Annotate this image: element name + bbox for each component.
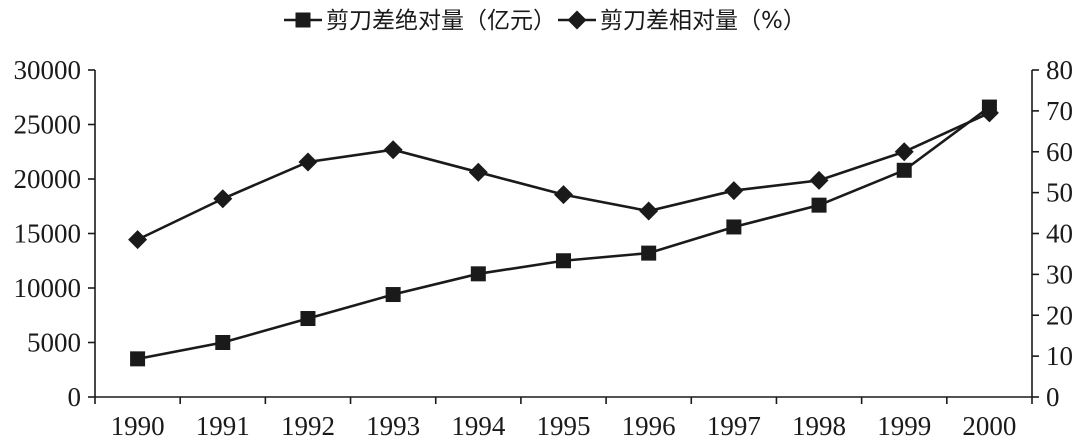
series-1-point [130, 351, 146, 367]
right-tick-label: 70 [1046, 96, 1073, 126]
series-1-point [470, 266, 486, 282]
series-2-point [639, 201, 659, 221]
left-tick-label: 0 [68, 382, 82, 412]
legend-label: 剪刀差绝对量（亿元） [326, 8, 556, 34]
series-2-point [468, 162, 488, 182]
legend-swatch-marker [567, 10, 587, 30]
right-tick-label: 0 [1046, 382, 1060, 412]
right-tick-label: 80 [1046, 55, 1073, 85]
right-tick-label: 40 [1046, 219, 1073, 249]
x-tick-label: 1997 [707, 411, 761, 441]
x-tick-label: 1990 [111, 411, 165, 441]
left-tick-label: 5000 [27, 328, 81, 358]
axes [94, 70, 1033, 398]
x-tick-label: 1995 [537, 411, 591, 441]
left-tick-label: 10000 [14, 273, 82, 303]
left-tick-label: 30000 [14, 55, 82, 85]
legend-item: 剪刀差绝对量（亿元） [284, 8, 556, 34]
right-tick-label: 10 [1046, 341, 1073, 371]
series-1-point [726, 219, 742, 235]
legend-swatch-marker [295, 12, 311, 28]
series-2-point [894, 142, 914, 162]
legend: 剪刀差绝对量（亿元） 剪刀差相对量（%） [284, 8, 806, 34]
series-2-point [979, 103, 999, 123]
series-layer [128, 99, 999, 367]
left-tick-label: 20000 [14, 164, 82, 194]
series-1-point [556, 253, 571, 269]
series-2-point [554, 185, 573, 205]
series-2-point [213, 189, 233, 209]
right-tick-label: 50 [1046, 178, 1073, 208]
series-1-point [300, 311, 316, 327]
legend-item: 剪刀差相对量（%） [558, 8, 806, 34]
x-tick-label: 1994 [451, 411, 506, 441]
left-axis-ticks: 0 5000 10000 15000 20000 25000 30000 [14, 55, 95, 412]
series-1-point [896, 162, 912, 178]
series-2 [128, 103, 999, 250]
series-2-point [128, 230, 148, 250]
series-2-point [383, 140, 403, 160]
series-1-point [811, 197, 827, 213]
legend-label: 剪刀差相对量（%） [600, 8, 806, 34]
series-1 [130, 99, 997, 367]
x-tick-label: 1991 [196, 411, 250, 441]
right-tick-label: 20 [1046, 300, 1073, 330]
right-tick-label: 60 [1046, 137, 1073, 167]
left-tick-label: 15000 [14, 219, 82, 249]
x-tick-label: 1996 [622, 411, 676, 441]
series-2-point [298, 152, 318, 172]
x-tick-label: 1999 [877, 411, 931, 441]
x-axis-ticks: 1990 1991 1992 1993 1994 1995 1996 1997 1998 1999… [94, 397, 1033, 441]
series-2-point [809, 170, 829, 190]
series-2-point [724, 181, 744, 201]
series-2-line [137, 111, 990, 241]
right-tick-label: 30 [1046, 259, 1073, 289]
x-tick-label: 2000 [962, 411, 1016, 441]
series-1-point [215, 335, 231, 350]
series-1-point [641, 245, 657, 261]
series-1-point [385, 287, 401, 303]
series-1-line [137, 106, 991, 361]
x-tick-label: 1998 [792, 411, 846, 441]
left-tick-label: 25000 [14, 110, 82, 140]
x-tick-label: 1992 [281, 411, 335, 441]
x-tick-label: 1993 [366, 411, 420, 441]
right-axis-ticks: 0 10 20 30 40 50 60 70 80 [1032, 55, 1073, 412]
